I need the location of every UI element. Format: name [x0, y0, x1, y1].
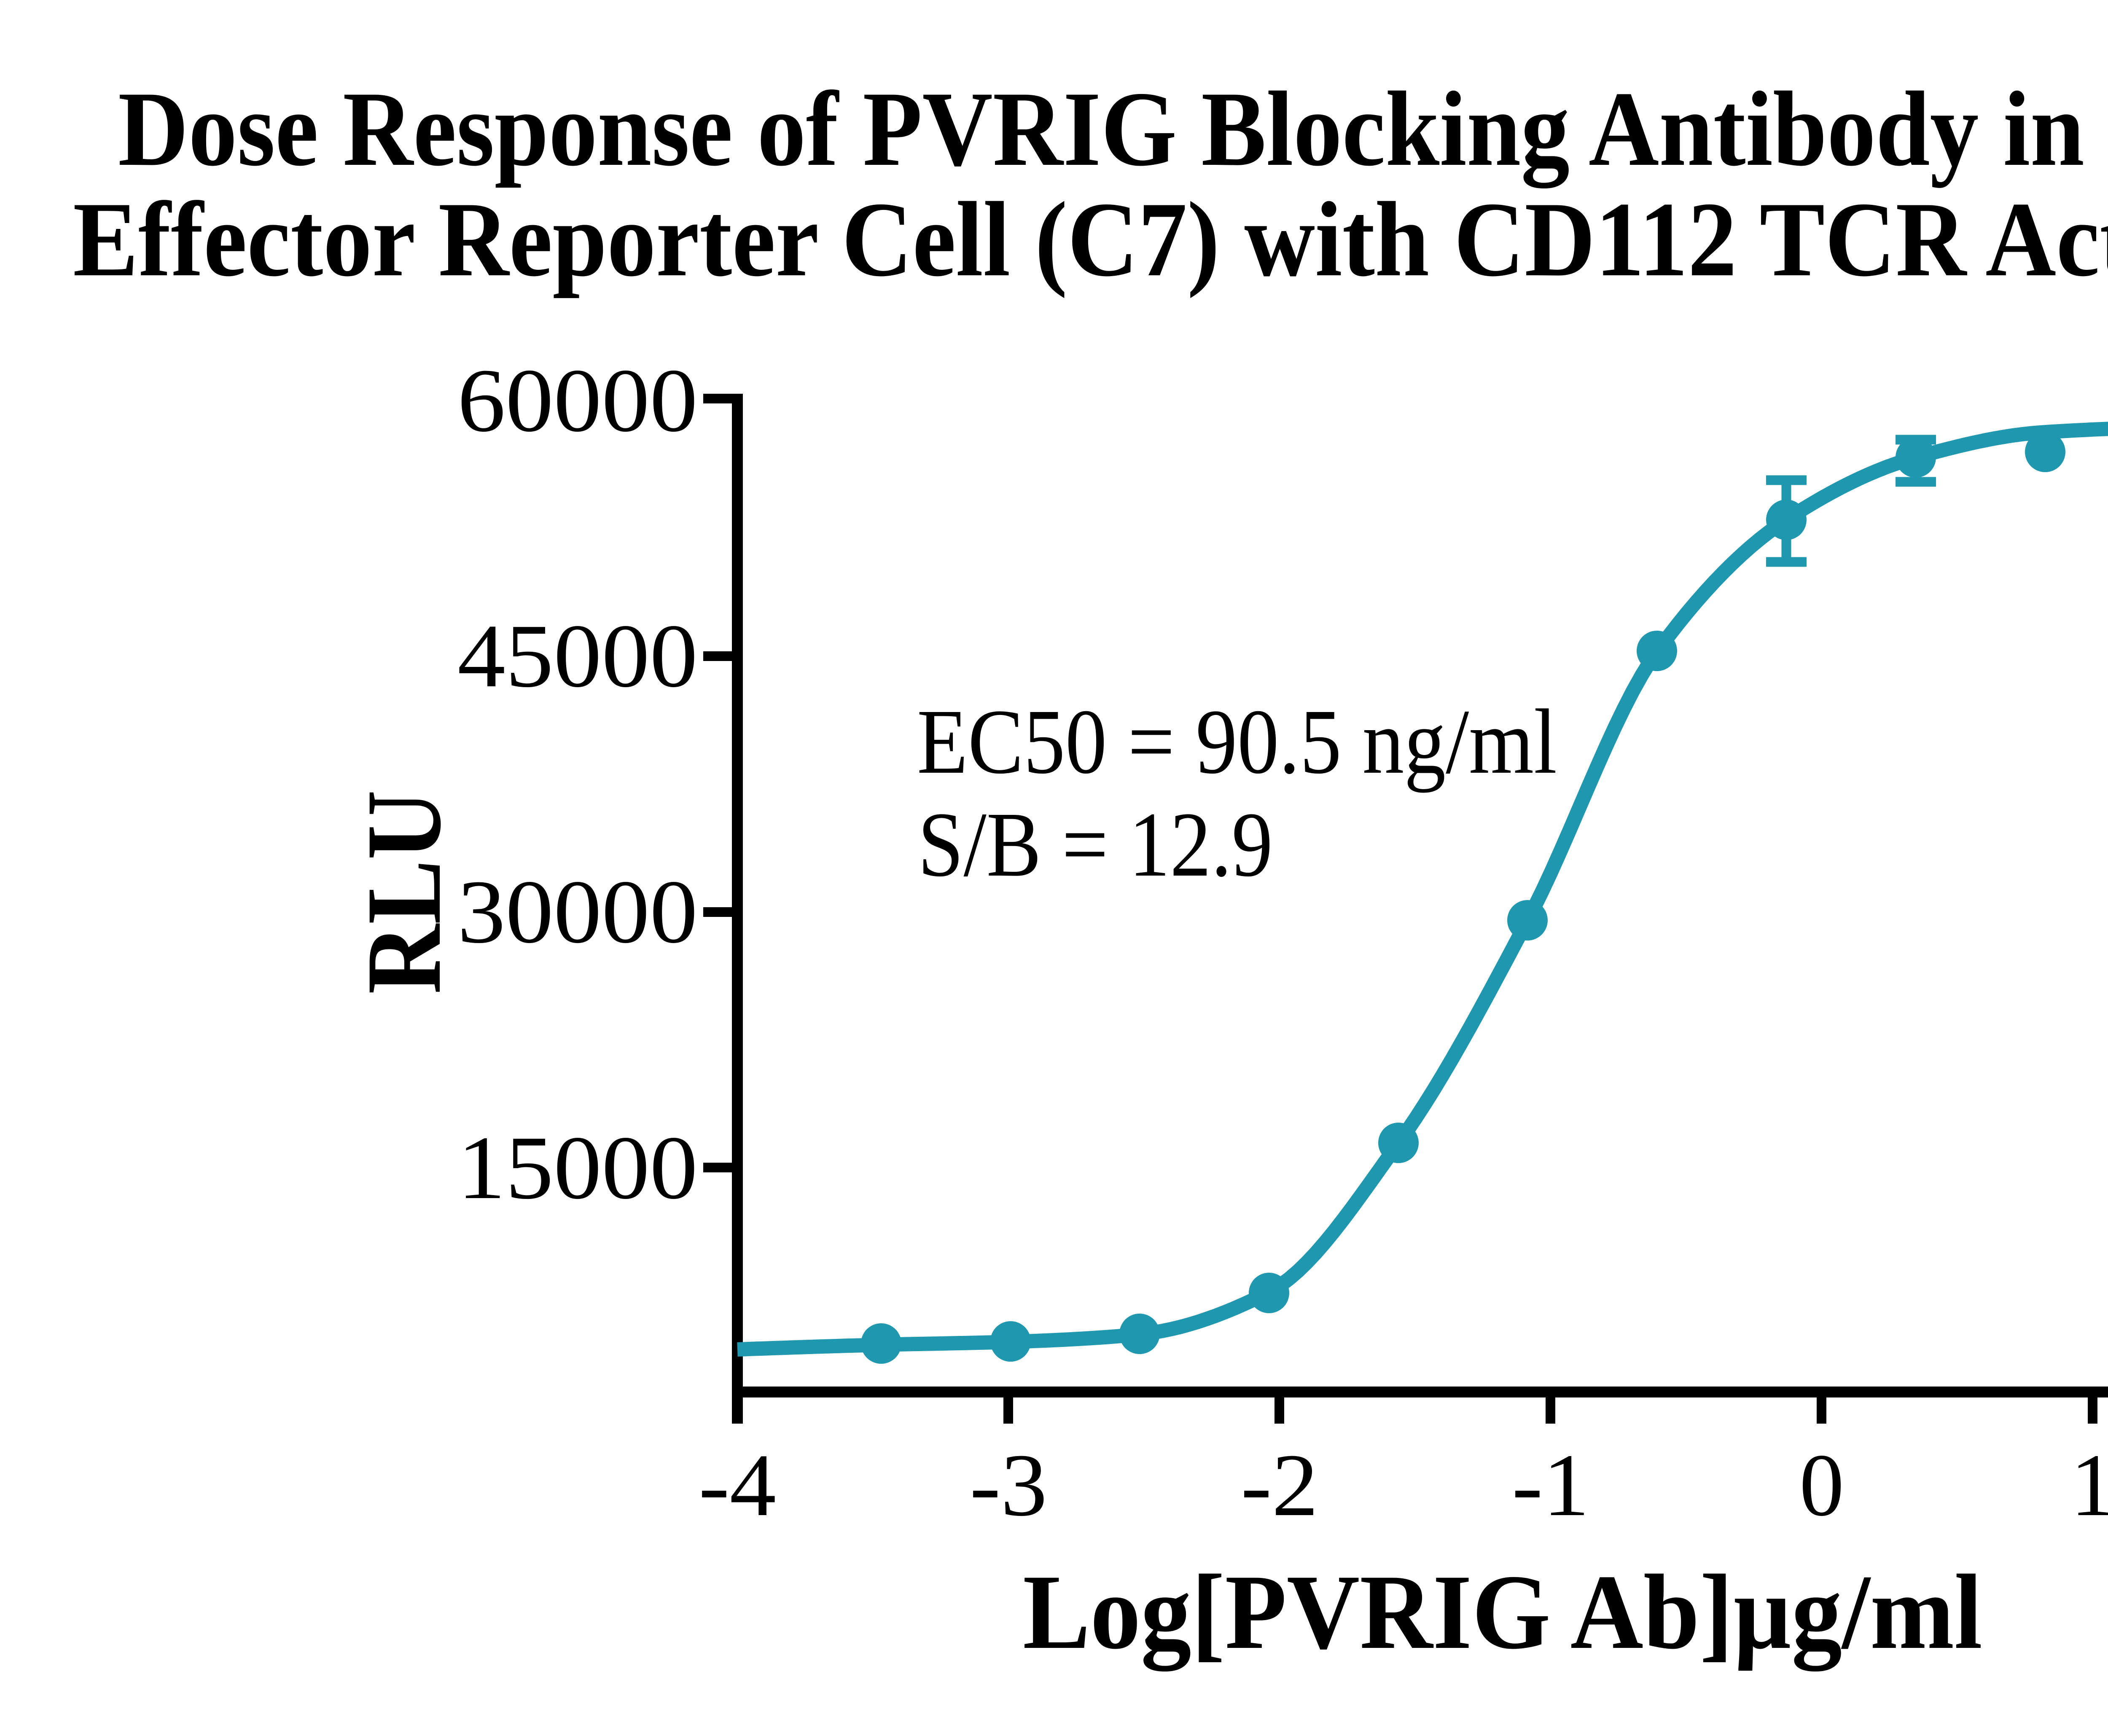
svg-text:S/B = 12.9: S/B = 12.9 [918, 793, 1273, 896]
svg-text:Dose Response of PVRIG Blockin: Dose Response of PVRIG Blocking Antibody… [118, 70, 2108, 188]
svg-text:45000: 45000 [457, 605, 698, 706]
svg-text:30000: 30000 [457, 861, 698, 962]
svg-text:0: 0 [1799, 1435, 1844, 1534]
svg-text:1: 1 [2070, 1435, 2108, 1534]
svg-text:Effector Reporter Cell (C7) wi: Effector Reporter Cell (C7) with CD112 T… [73, 180, 2108, 298]
svg-text:-2: -2 [1241, 1435, 1318, 1534]
svg-text:15000: 15000 [457, 1117, 698, 1218]
svg-text:-3: -3 [970, 1435, 1047, 1534]
svg-text:RLU: RLU [344, 790, 463, 994]
svg-text:EC50 = 90.5 ng/ml: EC50 = 90.5 ng/ml [917, 690, 1557, 793]
svg-text:-4: -4 [699, 1435, 776, 1534]
svg-text:Log[PVRIG Ab]µg/ml: Log[PVRIG Ab]µg/ml [1023, 1553, 1982, 1672]
svg-text:60000: 60000 [457, 350, 698, 451]
svg-text:-1: -1 [1512, 1435, 1589, 1534]
